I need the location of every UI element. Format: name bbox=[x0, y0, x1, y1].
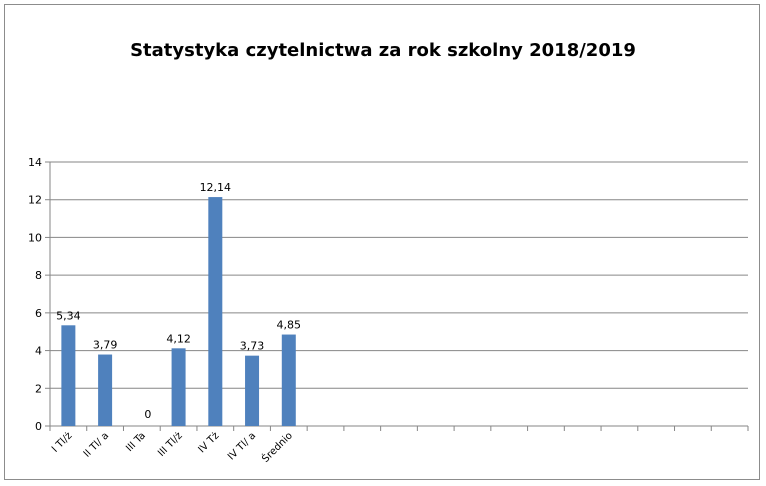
y-tick-label: 10 bbox=[28, 231, 42, 244]
x-tick-label: I Tl/ż bbox=[50, 430, 74, 454]
data-label: 5,34 bbox=[56, 309, 81, 322]
y-tick-label: 8 bbox=[35, 269, 42, 282]
data-label: 3,79 bbox=[93, 339, 118, 352]
bar bbox=[61, 325, 76, 426]
bar bbox=[245, 355, 260, 426]
x-axis: I Tl/ż II Tl/ a III Ta III Tl/ż IV Tż IV Tl/ … bbox=[49, 425, 749, 465]
x-tick-label: III Ta bbox=[124, 430, 148, 454]
y-axis: 0 2 4 6 8 10 12 14 bbox=[28, 156, 51, 433]
y-tick-label: 6 bbox=[35, 307, 42, 320]
x-tick-label: II Tl/ a bbox=[82, 430, 111, 459]
y-tick-label: 2 bbox=[35, 382, 42, 395]
y-tick-label: 12 bbox=[28, 194, 42, 207]
data-label: 3,73 bbox=[240, 340, 265, 353]
data-label: 12,14 bbox=[200, 181, 232, 194]
chart-frame bbox=[4, 4, 760, 480]
chart-title: Statystyka czytelnictwa za rok szkolny 2… bbox=[130, 40, 636, 61]
gridlines bbox=[50, 161, 748, 427]
x-tick-label: III Tl/ż bbox=[156, 430, 185, 459]
y-tick-label: 14 bbox=[28, 156, 42, 169]
bar bbox=[208, 197, 223, 426]
bar bbox=[171, 348, 186, 426]
x-tick-label: Średnio bbox=[259, 429, 295, 465]
data-label: 4,12 bbox=[166, 332, 191, 345]
data-label: 4,85 bbox=[277, 319, 302, 332]
data-labels: 5,34 3,79 0 4,12 12,14 3,73 4,85 bbox=[56, 181, 301, 421]
bar bbox=[281, 334, 296, 426]
y-tick-label: 0 bbox=[35, 420, 42, 433]
y-tick-label: 4 bbox=[35, 345, 42, 358]
x-tick-label: IV Tl/ a bbox=[226, 430, 258, 462]
x-tick-label: IV Tż bbox=[196, 430, 221, 455]
data-label: 0 bbox=[144, 408, 151, 421]
bar bbox=[98, 354, 113, 426]
bars bbox=[61, 197, 296, 426]
